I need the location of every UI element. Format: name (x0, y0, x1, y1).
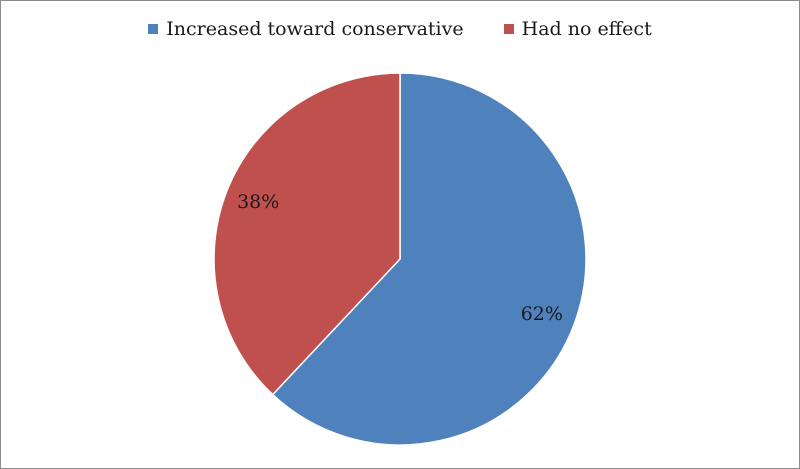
legend-label-no-effect: Had no effect (521, 18, 652, 40)
legend-label-increased: Increased toward conservative (166, 18, 464, 40)
chart-legend: Increased toward conservative Had no eff… (0, 18, 800, 40)
pie-slice-no-effect (213, 72, 401, 396)
legend-swatch-increased (148, 24, 159, 34)
legend-item-increased: Increased toward conservative (148, 18, 464, 40)
legend-item-no-effect: Had no effect (503, 18, 652, 40)
slice-label-no-effect: 38% (237, 191, 279, 213)
pie-slice-increased (271, 72, 587, 446)
slice-label-increased: 62% (521, 303, 563, 325)
legend-swatch-no-effect (503, 24, 514, 34)
